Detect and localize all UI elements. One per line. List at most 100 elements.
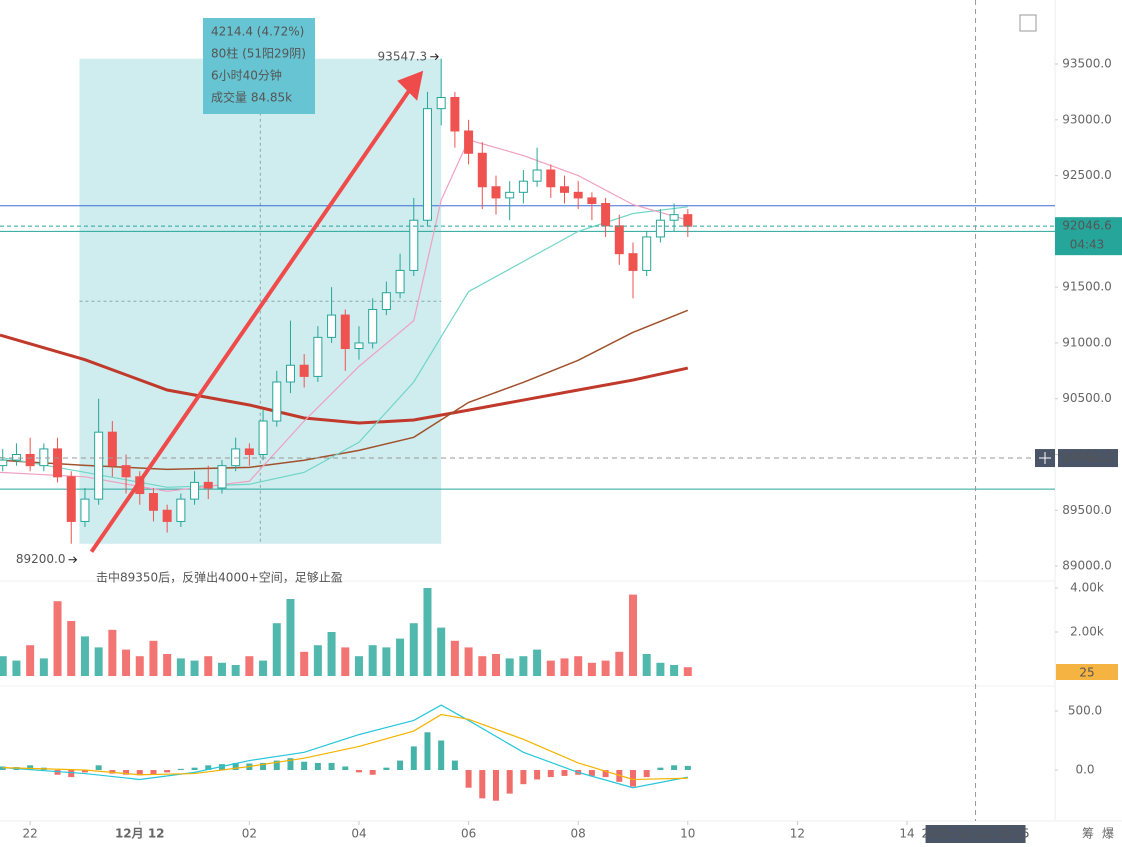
macd-bar (438, 740, 445, 771)
volume-bar (327, 632, 336, 676)
macd-bar (410, 746, 417, 771)
volume-bar (574, 656, 583, 676)
measure-info: 6小时40分钟 (211, 68, 282, 83)
volume-tick-label: 2.00k (1070, 625, 1104, 639)
volume-bar (396, 638, 405, 676)
x-tick-label: 04 (351, 827, 366, 841)
candle-body (628, 253, 638, 271)
y-tick-label: 93500.0 (1062, 57, 1112, 71)
candle-body (573, 191, 583, 199)
measure-info-bg (203, 18, 315, 114)
candle-body (66, 476, 76, 522)
volume-bar (259, 660, 268, 676)
candle-body (39, 448, 49, 467)
macd-bar (177, 768, 184, 771)
y-tick-label: 92500.0 (1062, 168, 1112, 182)
macd-bar (479, 770, 486, 799)
volume-bar (478, 656, 487, 676)
x-tick-label: 14 (899, 827, 914, 841)
candle-body (121, 465, 131, 478)
measure-low-label: 89200.0 (16, 552, 66, 566)
moving-average (0, 333, 689, 425)
fullscreen-icon[interactable] (1019, 14, 1037, 32)
crosshair-y-label: 89968.2 (1063, 451, 1113, 465)
y-tick-label: 90500.0 (1062, 391, 1112, 405)
candle-body (94, 431, 104, 500)
macd-bar (630, 770, 636, 787)
volume-bar (272, 623, 281, 676)
measure-info: 成交量 84.85k (211, 90, 292, 105)
annotation: 击中89350后，反弹出4000+空间，足够止盈 (96, 570, 343, 585)
moving-average (0, 206, 688, 488)
candle-body (162, 509, 172, 522)
candle-body (683, 214, 693, 227)
macd-bar (671, 765, 678, 771)
volume-bar (135, 656, 144, 676)
candle-body (614, 225, 624, 255)
candle-body (354, 342, 364, 350)
macd-bar (164, 770, 171, 773)
candle-body (409, 219, 419, 271)
candle-body (642, 236, 652, 271)
volume-bar (491, 654, 500, 676)
volume-bar (80, 636, 89, 676)
candle-body (299, 364, 309, 377)
candle-body (395, 269, 405, 294)
macd-bar (27, 765, 34, 771)
volume-bar (450, 640, 459, 676)
volume-bar (354, 656, 363, 676)
last-price-label: 92046.6 (1062, 219, 1112, 233)
macd-bar (451, 760, 458, 771)
macd-bar (355, 770, 362, 773)
macd-bar (492, 770, 499, 801)
crosshair-x-bg (925, 825, 1026, 843)
annotation-arrow (89, 83, 415, 553)
macd-tick-label: 500.0 (1068, 704, 1102, 718)
side-label: 爆 (1102, 827, 1114, 841)
volume-bar (67, 621, 76, 676)
macd-bar (534, 770, 541, 780)
label-arrow (68, 556, 78, 564)
volume-bar (615, 651, 624, 676)
macd-bar (561, 770, 568, 776)
volume-bar (300, 651, 309, 676)
macd-bar (273, 760, 280, 771)
side-label: 筹 (1082, 827, 1094, 841)
volume-bar (341, 647, 350, 676)
volume-bar (629, 594, 637, 676)
measure-info: 80柱 (51阳29阴) (211, 46, 306, 61)
candle-body (11, 453, 21, 461)
volume-bar (560, 658, 569, 676)
candle-body (559, 186, 569, 193)
macd-bar (684, 765, 691, 771)
macd-bar (397, 760, 404, 771)
volume-bar (12, 660, 21, 676)
macd-bar (465, 770, 472, 788)
x-tick-label: 08 (571, 827, 586, 841)
candle-body (368, 308, 378, 344)
volume-bar (546, 660, 555, 676)
moving-average (0, 139, 688, 492)
volume-bar (176, 658, 185, 676)
candle-body (436, 97, 446, 110)
macd-bar (81, 770, 88, 773)
volume-bar (368, 645, 377, 676)
volume-bar (670, 665, 679, 676)
candle-body (231, 448, 241, 467)
macd-bar (314, 762, 321, 771)
candle-body (285, 364, 295, 383)
volume-bar (437, 627, 446, 676)
macd-bar (287, 758, 294, 771)
volume-bar (245, 656, 254, 676)
macd-bar (657, 767, 664, 771)
volume-bar (0, 656, 7, 676)
y-tick-label: 91000.0 (1062, 335, 1112, 349)
macd-bar (301, 761, 308, 771)
candle-body (107, 431, 117, 467)
x-tick-label: 02 (242, 827, 257, 841)
candle-body (532, 169, 542, 182)
x-tick-label: 10 (680, 827, 695, 841)
volume-bar (313, 645, 322, 676)
volume-bar (533, 649, 542, 676)
volume-bar (26, 645, 35, 676)
